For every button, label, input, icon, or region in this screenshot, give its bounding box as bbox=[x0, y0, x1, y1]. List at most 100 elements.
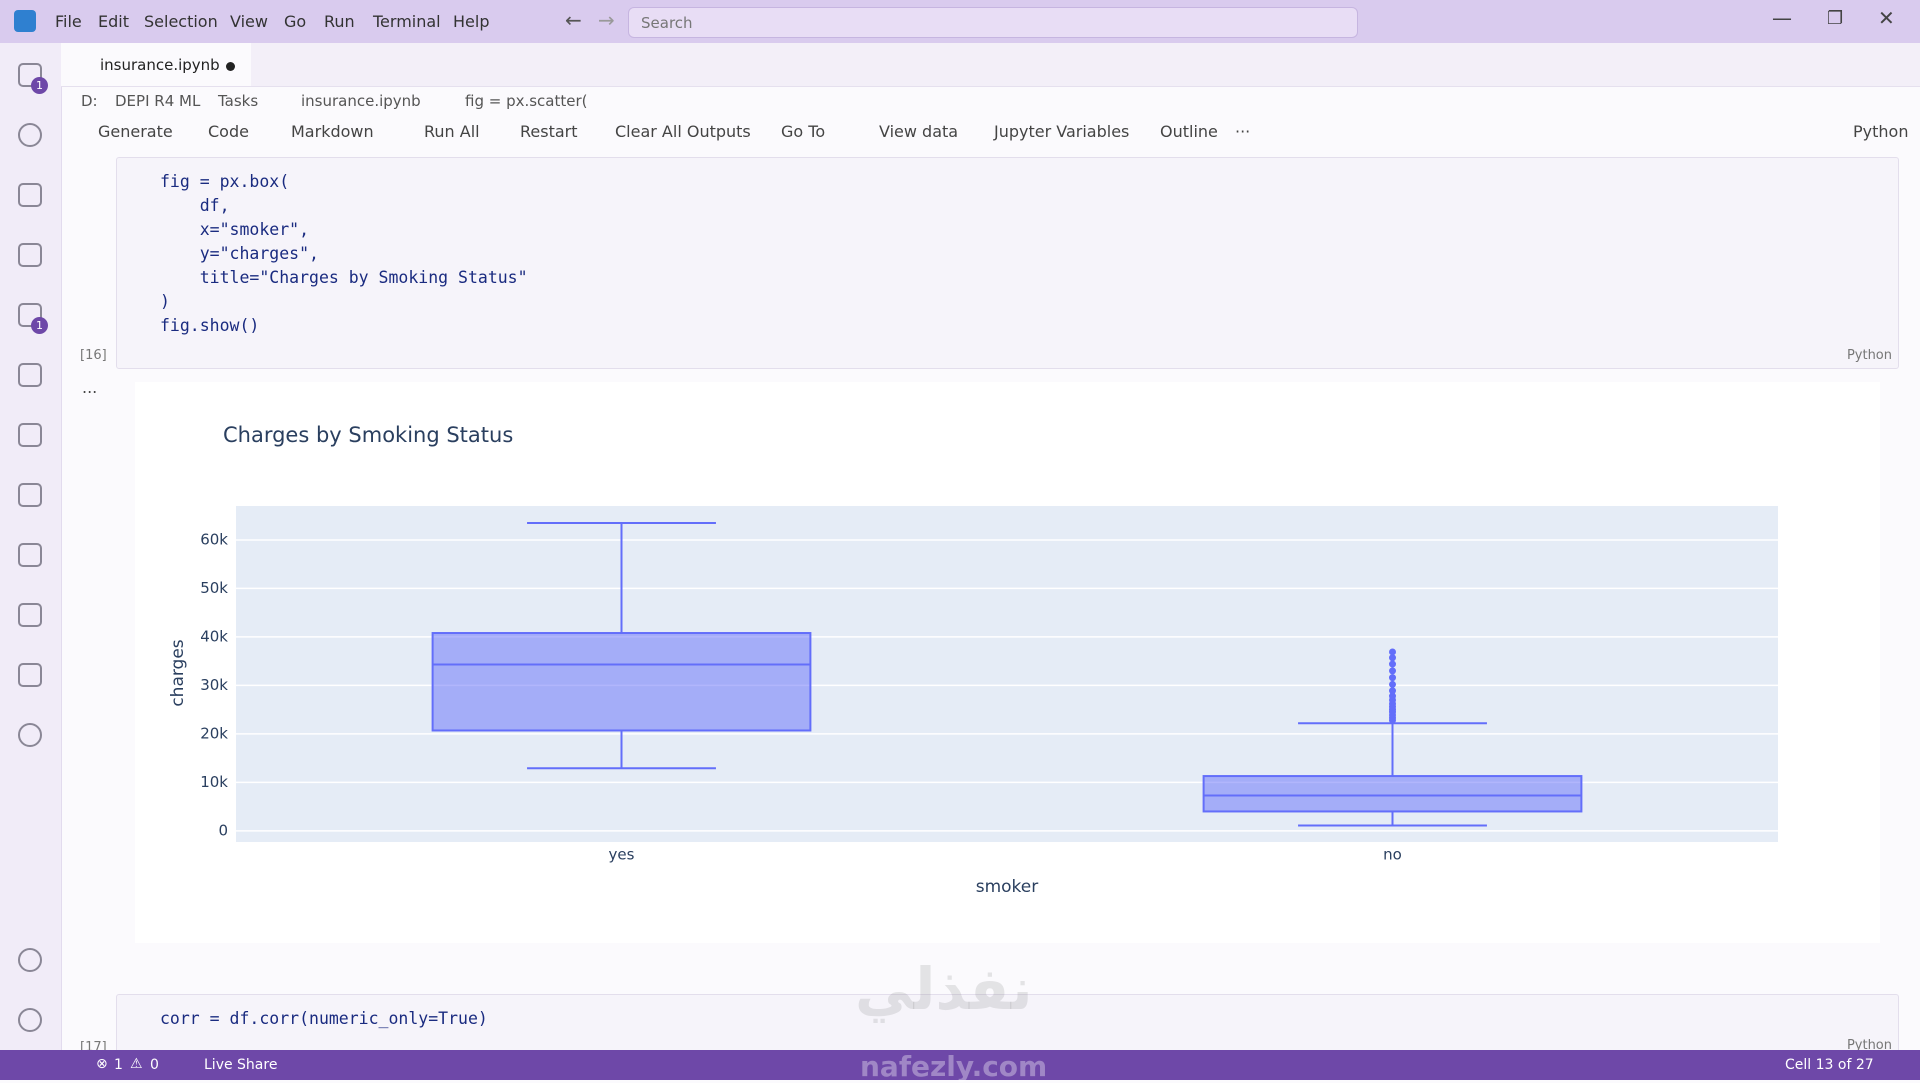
toolbar-button[interactable]: View data bbox=[879, 122, 959, 141]
warning-count[interactable]: 0 bbox=[150, 1057, 159, 1073]
outlier bbox=[1389, 674, 1396, 682]
toolbar-button[interactable]: Outline bbox=[1160, 122, 1218, 141]
search-box[interactable]: Search bbox=[628, 7, 1358, 38]
menu-item[interactable]: Edit bbox=[98, 12, 129, 31]
toolbar-button[interactable]: Clear All Outputs bbox=[615, 122, 751, 141]
warning-icon: ⚠ bbox=[130, 1056, 143, 1072]
code-line: df, bbox=[160, 196, 230, 215]
settings-icon[interactable] bbox=[18, 1008, 42, 1032]
menu-item[interactable]: File bbox=[55, 12, 82, 31]
menu-item[interactable]: Terminal bbox=[373, 12, 441, 31]
error-icon: ⊗ bbox=[96, 1056, 108, 1072]
git-graph-icon[interactable] bbox=[18, 723, 42, 747]
cell-position[interactable]: Cell 13 of 27 bbox=[1785, 1057, 1874, 1073]
y-tick-label: 10k bbox=[200, 773, 228, 791]
breadcrumb[interactable]: fig = px.scatter( bbox=[465, 92, 588, 110]
code-cell[interactable]: fig = px.box( df, x="smoker", y="charges… bbox=[116, 157, 1899, 369]
outlier bbox=[1389, 680, 1396, 688]
error-count[interactable]: 1 bbox=[114, 1057, 123, 1073]
outlier bbox=[1389, 667, 1396, 675]
menu-item[interactable]: Run bbox=[324, 12, 355, 31]
toolbar-button[interactable]: Code bbox=[208, 122, 249, 141]
app-logo bbox=[14, 10, 36, 32]
code-line: fig.show() bbox=[160, 316, 260, 335]
outlier bbox=[1389, 660, 1396, 668]
outlier bbox=[1389, 648, 1396, 656]
box bbox=[431, 632, 812, 732]
y-tick-label: 40k bbox=[200, 627, 228, 645]
y-tick-label: 0 bbox=[218, 821, 228, 839]
activity-bar: 1 1 bbox=[0, 43, 62, 1050]
code-line: x="smoker", bbox=[160, 220, 310, 239]
source-control-icon[interactable] bbox=[18, 183, 42, 207]
close-button[interactable]: ✕ bbox=[1878, 6, 1895, 30]
toolbar-button[interactable]: Restart bbox=[520, 122, 578, 141]
y-tick-label: 50k bbox=[200, 579, 228, 597]
python-icon[interactable] bbox=[18, 663, 42, 687]
code-line: ) bbox=[160, 292, 170, 311]
menu-item[interactable]: Help bbox=[453, 12, 490, 31]
x-axis-title: smoker bbox=[976, 877, 1039, 897]
live-share-icon[interactable] bbox=[18, 603, 42, 627]
breadcrumb[interactable]: DEPI R4 ML bbox=[115, 92, 201, 110]
remote-icon[interactable] bbox=[18, 363, 42, 387]
outlier bbox=[1389, 654, 1396, 662]
breadcrumb[interactable]: insurance.ipynb bbox=[301, 92, 421, 110]
watermark-logo: نفذلي bbox=[855, 955, 1033, 1023]
x-tick-label: no bbox=[1383, 846, 1402, 864]
tab[interactable]: insurance.ipynb bbox=[61, 43, 251, 86]
title-bar: Search ← → — ❐ ✕ File Edit Selection View Go… bbox=[0, 0, 1920, 43]
restore-button[interactable]: ❐ bbox=[1827, 8, 1844, 29]
breadcrumb[interactable]: Tasks bbox=[218, 92, 259, 110]
extensions-icon[interactable] bbox=[18, 303, 42, 327]
x-tick-label: yes bbox=[609, 846, 635, 864]
chart: Charges by Smoking Status smoker charges… bbox=[135, 382, 1880, 943]
code-line: title="Charges by Smoking Status" bbox=[160, 268, 528, 287]
bookmarks-icon[interactable] bbox=[18, 483, 42, 507]
search-placeholder: Search bbox=[641, 14, 693, 32]
run-debug-icon[interactable] bbox=[18, 243, 42, 267]
cell-language[interactable]: Python bbox=[1846, 1038, 1892, 1053]
forward-button[interactable]: → bbox=[598, 8, 615, 32]
chart-title: Charges by Smoking Status bbox=[223, 423, 513, 447]
toolbar-button[interactable]: Run All bbox=[424, 122, 480, 141]
toolbar-button[interactable]: Go To bbox=[781, 122, 826, 141]
menu-item[interactable]: View bbox=[230, 12, 268, 31]
y-tick-label: 60k bbox=[200, 530, 228, 548]
accounts-icon[interactable] bbox=[18, 948, 42, 972]
explorer-icon[interactable] bbox=[18, 63, 42, 87]
toolbar-more[interactable]: ··· bbox=[1235, 122, 1251, 141]
code-line: y="charges", bbox=[160, 244, 319, 263]
y-tick-label: 20k bbox=[200, 724, 228, 742]
tab-title: insurance.ipynb bbox=[100, 56, 220, 74]
tools-icon[interactable] bbox=[18, 543, 42, 567]
toolbar-button[interactable]: Jupyter Variables bbox=[994, 122, 1130, 141]
menu-item[interactable]: Selection bbox=[144, 12, 218, 31]
back-button[interactable]: ← bbox=[565, 8, 582, 32]
badge: 1 bbox=[31, 317, 48, 334]
unsaved-dot bbox=[226, 62, 235, 71]
toolbar-button[interactable]: Generate bbox=[98, 122, 173, 141]
y-axis-title: charges bbox=[168, 639, 188, 706]
execution-count: [16] bbox=[80, 348, 107, 363]
output-marker[interactable]: ... bbox=[82, 378, 98, 397]
minimize-button[interactable]: — bbox=[1772, 6, 1792, 30]
menu-item[interactable]: Go bbox=[284, 12, 307, 31]
tab-bar: insurance.ipynb bbox=[61, 43, 1920, 87]
breadcrumb[interactable]: D: bbox=[81, 92, 98, 110]
watermark-site: nafezly.com bbox=[860, 1050, 1048, 1083]
toolbar-button[interactable]: Markdown bbox=[291, 122, 374, 141]
search-icon[interactable] bbox=[18, 123, 42, 147]
outlier bbox=[1389, 692, 1396, 700]
code-line: fig = px.box( bbox=[160, 172, 290, 191]
outlier bbox=[1389, 687, 1396, 695]
y-tick-label: 30k bbox=[200, 676, 228, 694]
status-bar: ⊗ 1 ⚠ 0 Live Share Cell 13 of 27 nafezly… bbox=[0, 1050, 1920, 1083]
live-share[interactable]: Live Share bbox=[204, 1057, 278, 1073]
box bbox=[1202, 775, 1583, 813]
testing-icon[interactable] bbox=[18, 423, 42, 447]
cell-language[interactable]: Python bbox=[1846, 348, 1892, 363]
code-line: corr = df.corr(numeric_only=True) bbox=[160, 1009, 488, 1028]
kernel-picker[interactable]: Python bbox=[1853, 122, 1909, 141]
